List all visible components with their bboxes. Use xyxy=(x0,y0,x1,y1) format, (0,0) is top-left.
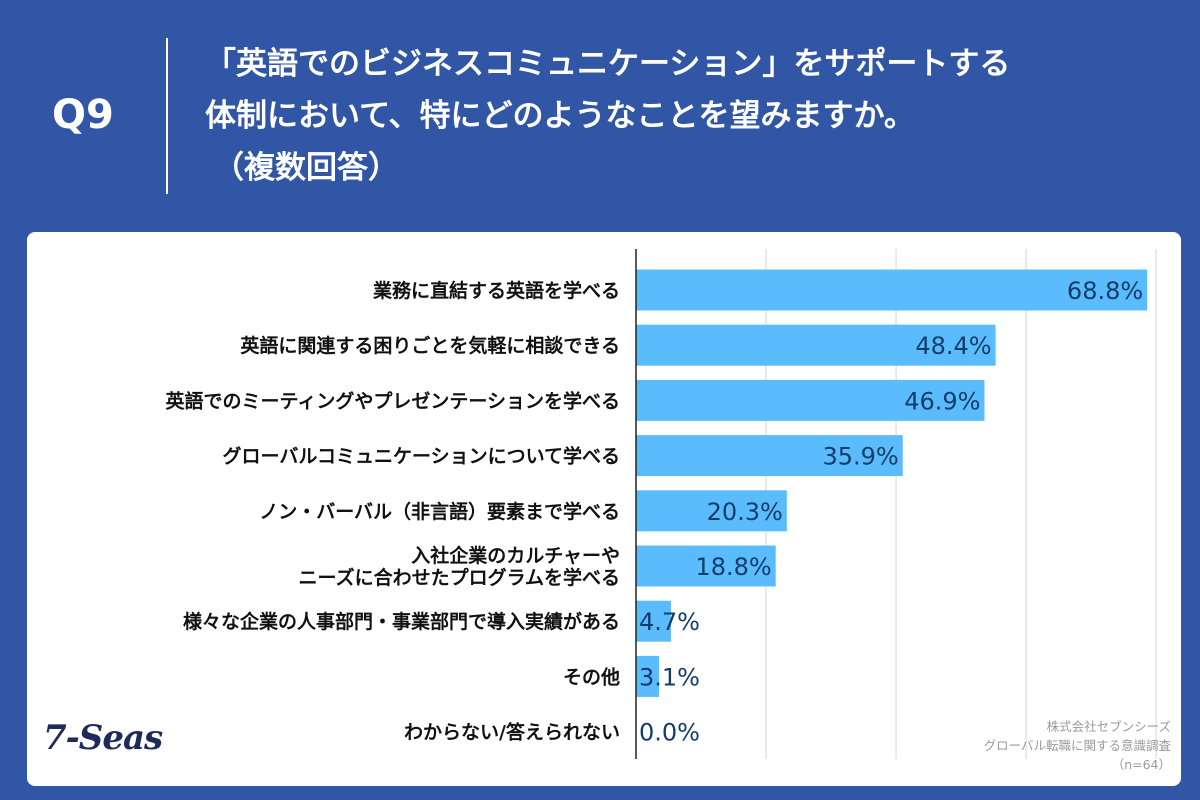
value-label: 3.1% xyxy=(639,663,700,691)
source-footnote: 株式会社セブンシーズ グローバル転職に関する意識調査 （n=64） xyxy=(984,717,1171,774)
footnote-company: 株式会社セブンシーズ xyxy=(1046,719,1171,734)
category-label-line: わからない/答えられない xyxy=(404,721,620,744)
value-label: 0.0% xyxy=(639,719,700,747)
category-label: 業務に直結する英語を学べる xyxy=(372,279,620,302)
category-label: 英語に関連する困りごとを気軽に相談できる xyxy=(240,334,620,357)
header-divider xyxy=(166,38,168,194)
category-label-line: 英語でのミーティングやプレゼンテーションを学べる xyxy=(166,389,620,412)
bar xyxy=(636,379,985,421)
question-title-line: （複数回答） xyxy=(213,150,399,186)
question-title-line: 体制において、特にどのようなことを望みますか。 xyxy=(205,98,915,134)
bar xyxy=(636,269,1148,311)
category-label: 入社企業のカルチャーやニーズに合わせたプログラムを学べる xyxy=(299,544,620,589)
category-label-line: 英語に関連する困りごとを気軽に相談できる xyxy=(240,334,620,357)
footnote-sample: （n=64） xyxy=(1111,757,1171,772)
category-label-line: グローバルコミュニケーションについて学べる xyxy=(223,445,620,468)
category-label: 英語でのミーティングやプレゼンテーションを学べる xyxy=(166,389,620,412)
value-label: 46.9% xyxy=(904,387,980,415)
category-label: わからない/答えられない xyxy=(404,721,620,744)
category-label-line: ノン・バーバル（非言語）要素まで学べる xyxy=(259,500,620,523)
bar xyxy=(636,545,776,587)
value-label: 4.7% xyxy=(639,608,700,636)
value-label: 35.9% xyxy=(822,443,898,471)
category-label-line: 入社企業のカルチャーや xyxy=(411,544,620,567)
category-label-line: その他 xyxy=(563,665,620,688)
category-label-line: 様々な企業の人事部門・事業部門で導入実績がある xyxy=(183,610,620,633)
question-number: Q9 xyxy=(52,92,114,138)
category-label: その他 xyxy=(563,665,620,688)
bar xyxy=(636,490,787,532)
category-label: ノン・バーバル（非言語）要素まで学べる xyxy=(259,500,620,523)
value-label: 48.4% xyxy=(915,332,991,360)
bar xyxy=(636,435,903,477)
value-label: 20.3% xyxy=(707,498,783,526)
question-header: Q9 「英語でのビジネスコミュニケーション」をサポートする 体制において、特にど… xyxy=(0,0,1200,230)
chart-panel: 業務に直結する英語を学べる 68.8% 英語に関連する困りごとを気軽に相談できる 48… xyxy=(27,232,1181,786)
bar-chart: 業務に直結する英語を学べる 68.8% 英語に関連する困りごとを気軽に相談できる 48… xyxy=(166,249,1157,759)
question-title: 「英語でのビジネスコミュニケーション」をサポートする 体制において、特にどのよう… xyxy=(205,38,1165,194)
category-label: 様々な企業の人事部門・事業部門で導入実績がある xyxy=(183,610,620,633)
value-label: 68.8% xyxy=(1067,277,1143,305)
footnote-survey: グローバル転職に関する意識調査 xyxy=(983,738,1171,753)
category-label-line: ニーズに合わせたプログラムを学べる xyxy=(299,566,620,589)
bar xyxy=(636,600,671,642)
brand-logo: 7-Seas xyxy=(43,718,163,758)
value-label: 18.8% xyxy=(695,553,771,581)
bar xyxy=(636,324,996,366)
question-title-line: 「英語でのビジネスコミュニケーション」をサポートする xyxy=(205,46,1011,82)
category-label: グローバルコミュニケーションについて学べる xyxy=(223,445,620,468)
bar xyxy=(636,655,660,697)
category-label-line: 業務に直結する英語を学べる xyxy=(372,279,620,302)
